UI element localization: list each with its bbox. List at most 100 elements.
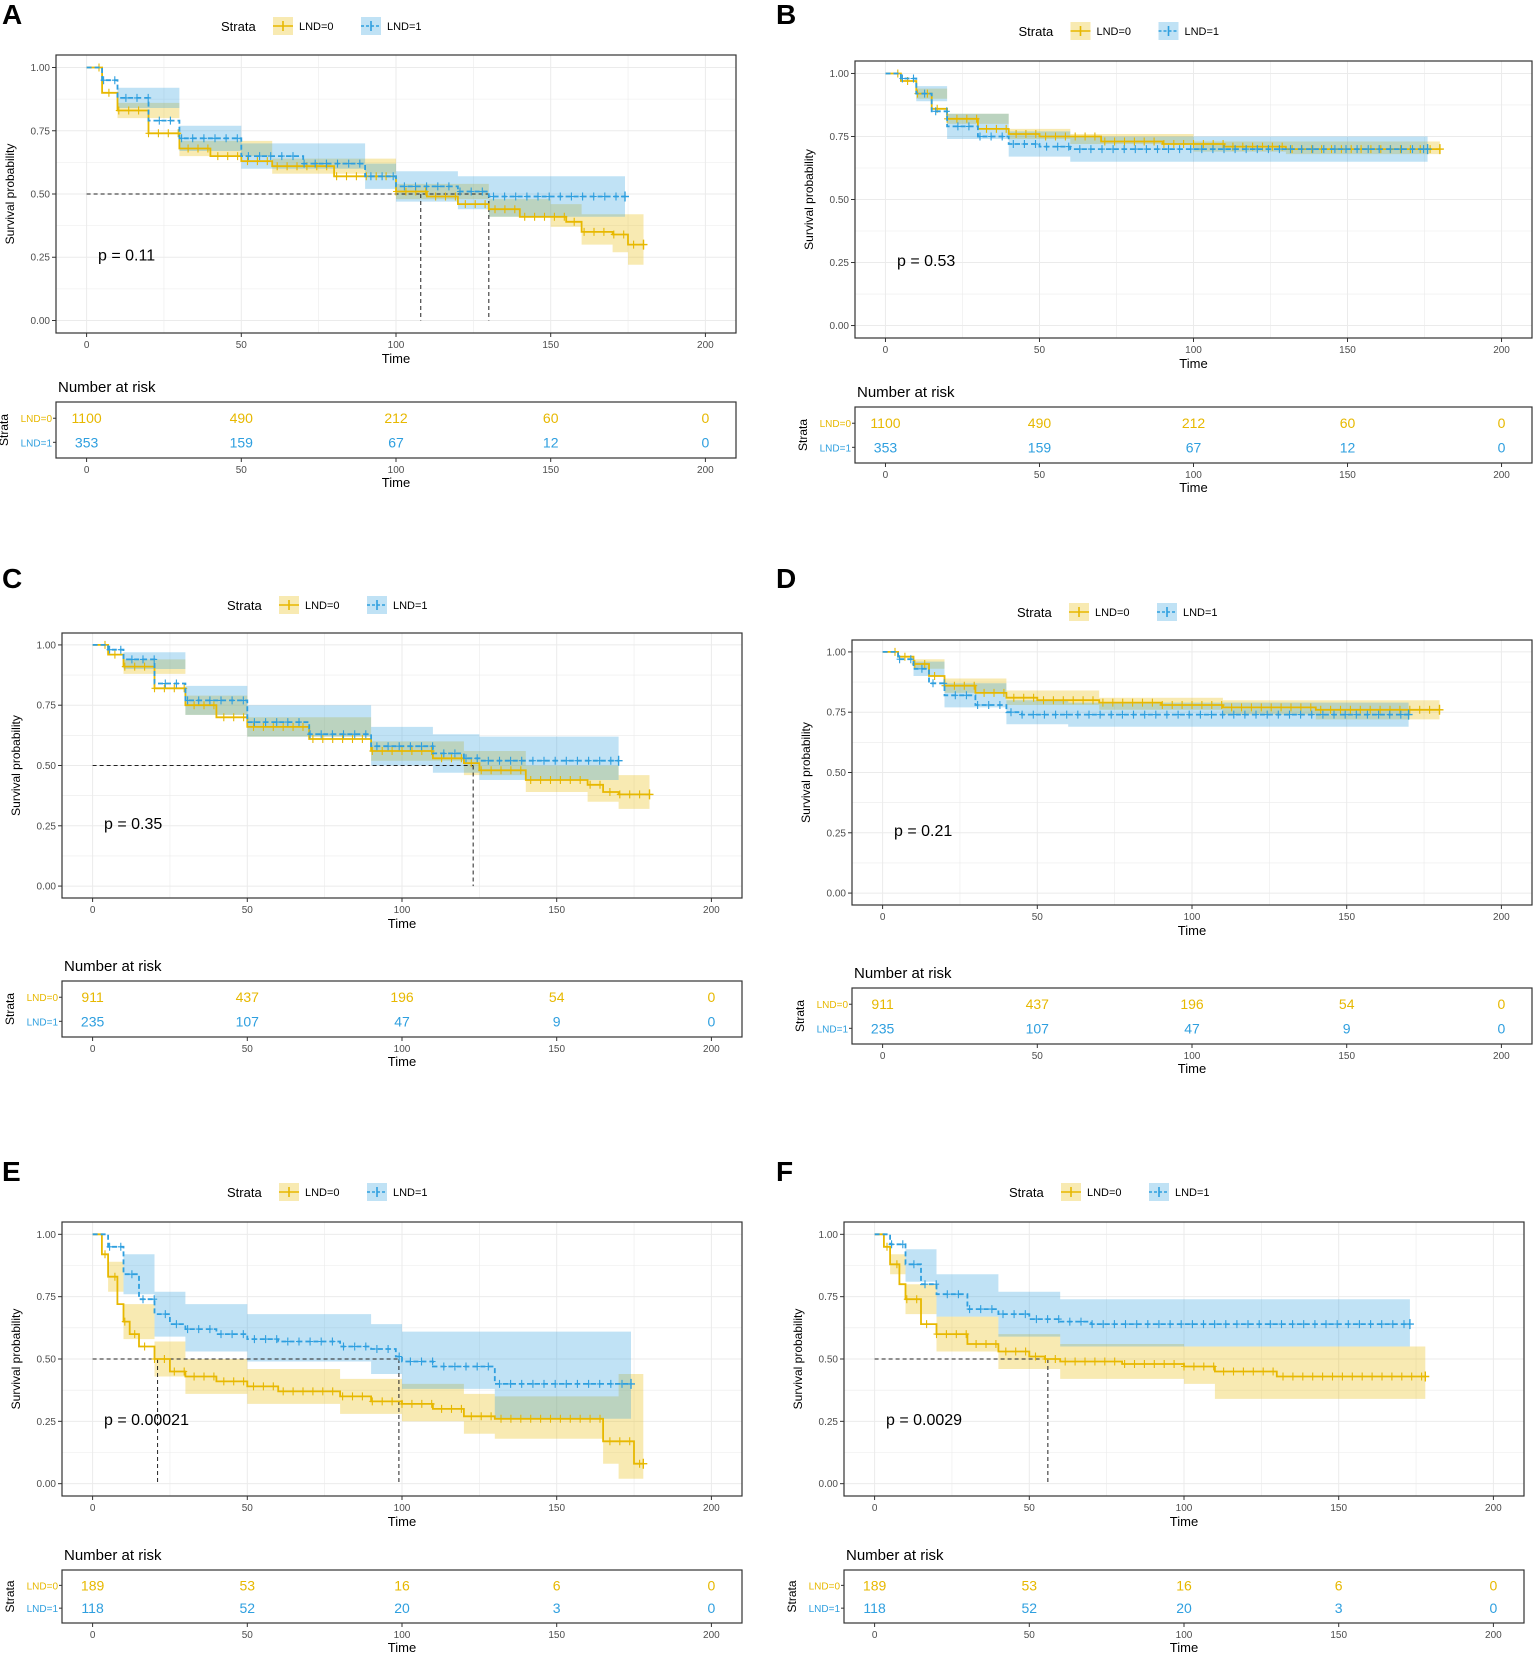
censor-mark: [561, 212, 568, 221]
legend-entry-label: LND=1: [393, 600, 428, 612]
censor-mark: [1043, 142, 1050, 151]
censor-mark: [479, 187, 486, 196]
censor-mark: [367, 172, 374, 181]
censor-mark: [614, 755, 623, 766]
censor-mark: [992, 1340, 999, 1348]
x-axis-title: Time: [382, 351, 410, 366]
panel-label: C: [2, 563, 22, 594]
censor-mark: [1264, 710, 1271, 719]
censor-mark: [1208, 701, 1215, 709]
censor-mark: [260, 1382, 267, 1391]
censor-mark: [191, 701, 198, 710]
censor-mark: [600, 227, 607, 236]
censor-mark: [1076, 145, 1083, 154]
censor-mark: [557, 192, 564, 201]
censor-mark: [224, 152, 231, 161]
grid: [844, 1222, 1524, 1496]
censor-mark: [345, 159, 352, 168]
censor-mark: [922, 1280, 928, 1289]
risk-value: 159: [1028, 439, 1052, 455]
censor-mark: [106, 1242, 113, 1251]
x-tick-label: 150: [542, 340, 559, 351]
censor-mark: [229, 1330, 236, 1339]
censor-mark: [100, 76, 107, 85]
censor-mark: [1078, 1317, 1084, 1326]
censor-mark: [1097, 710, 1104, 719]
panel-label: B: [776, 0, 796, 30]
censor-mark: [478, 1412, 485, 1421]
censor-mark: [1041, 710, 1048, 719]
censor-mark: [402, 187, 409, 196]
censor-mark: [1072, 1357, 1079, 1366]
censor-mark: [1087, 145, 1094, 154]
y-axis-title: Survival probability: [802, 149, 816, 250]
censor-mark: [373, 742, 380, 751]
p-value: p = 0.0029: [886, 1412, 962, 1429]
y-tick-label: 0.25: [37, 821, 57, 832]
censor-mark: [442, 192, 449, 201]
censor-mark: [518, 756, 525, 765]
risk-value: 212: [384, 410, 408, 426]
legend-entry-label: LND=1: [387, 21, 422, 33]
risk-table-xlabel: Time: [382, 475, 410, 490]
censor-mark: [218, 1330, 224, 1339]
censor-mark: [1288, 703, 1294, 712]
risk-table: Number at risk LND=0 189 53 16 6 0 LND=1 118 52 20…: [785, 1547, 1525, 1655]
risk-x-tick-label: 200: [1493, 1051, 1510, 1062]
censor-mark: [1089, 1320, 1096, 1329]
risk-value: 159: [230, 434, 254, 450]
legend-entry-label: LND=0: [1087, 1187, 1122, 1199]
censor-mark: [1349, 1372, 1356, 1381]
censor-mark: [1232, 145, 1239, 154]
censor-mark: [240, 1330, 247, 1339]
censor-mark: [571, 217, 578, 226]
censor-mark: [991, 688, 997, 697]
risk-table-xlabel: Time: [388, 1054, 416, 1069]
censor-mark: [1111, 1320, 1118, 1329]
risk-x-tick-label: 200: [703, 1630, 720, 1641]
censor-mark: [1086, 710, 1092, 719]
censor-mark: [432, 192, 439, 201]
risk-value: 54: [1339, 996, 1355, 1012]
censor-mark: [1245, 1320, 1251, 1329]
risk-value: 490: [1028, 415, 1052, 431]
censor-mark: [954, 122, 961, 131]
censor-mark: [563, 1379, 570, 1388]
censor-mark: [181, 1367, 188, 1376]
ci-band-lnd0: [874, 1234, 1426, 1399]
risk-row-label: LND=0: [27, 1581, 59, 1592]
censor-mark: [951, 681, 958, 690]
risk-x-tick-label: 100: [1176, 1630, 1193, 1641]
censor-mark: [171, 684, 178, 693]
censor-mark: [888, 1240, 895, 1249]
risk-value: 12: [1340, 439, 1356, 455]
censor-mark: [563, 756, 570, 765]
censor-mark: [512, 192, 519, 201]
censor-mark: [498, 1414, 504, 1423]
censor-mark: [1132, 145, 1139, 154]
risk-value: 0: [708, 1577, 716, 1593]
censor-mark: [1030, 693, 1037, 702]
y-axis-title: Survival probability: [9, 1309, 23, 1410]
censor-mark: [1055, 1315, 1062, 1324]
censor-mark: [1337, 705, 1344, 714]
censor-mark: [1198, 701, 1205, 709]
censor-mark: [973, 114, 980, 123]
censor-mark: [1171, 1360, 1178, 1368]
censor-mark: [151, 1295, 158, 1304]
censor-mark: [220, 713, 227, 722]
censor-mark: [423, 182, 430, 191]
censor-mark: [312, 159, 319, 168]
censor-mark: [474, 1362, 481, 1371]
risk-table-title: Number at risk: [857, 384, 955, 401]
censor-mark: [206, 696, 213, 705]
censor-mark: [429, 1357, 436, 1366]
risk-table-frame: [61, 980, 743, 1038]
censor-mark: [993, 124, 1000, 133]
censor-mark: [155, 129, 162, 138]
censor-mark: [527, 776, 534, 784]
risk-value: 0: [1498, 996, 1506, 1012]
censor-mark: [521, 212, 528, 221]
censor-mark: [1200, 1362, 1207, 1371]
censor-mark: [1155, 1320, 1162, 1329]
